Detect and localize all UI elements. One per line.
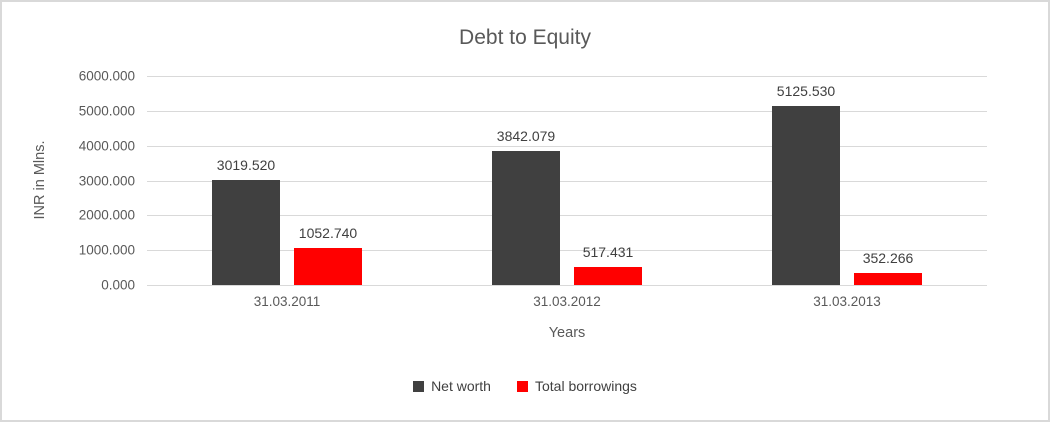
chart-title: Debt to Equity bbox=[459, 26, 591, 49]
bar-value-label: 1052.740 bbox=[298, 225, 358, 242]
bar-total-borrowings bbox=[294, 248, 362, 285]
x-tick-label: 31.03.2013 bbox=[813, 294, 881, 309]
y-tick-label: 3000.000 bbox=[78, 173, 135, 188]
x-tick-label: 31.03.2011 bbox=[253, 294, 321, 309]
x-tick-label: 31.03.2012 bbox=[533, 294, 601, 309]
bar-value-label: 3019.520 bbox=[216, 156, 276, 173]
x-axis: 31.03.2011 31.03.2012 31.03.2013 bbox=[147, 294, 987, 312]
x-axis-title: Years bbox=[548, 325, 586, 341]
gridline bbox=[147, 145, 987, 147]
y-tick-label: 2000.000 bbox=[78, 207, 135, 223]
legend-item-net-worth: Net worth bbox=[413, 378, 491, 394]
plot-area: 3019.520 3842.079 5125.530 1052.740 517.431 3… bbox=[147, 76, 987, 286]
y-tick-label: 0.000 bbox=[101, 277, 135, 293]
legend-swatch bbox=[516, 380, 528, 392]
bar-total-borrowings bbox=[574, 266, 642, 285]
bar-net-worth bbox=[772, 106, 840, 285]
bar-value-label: 3842.079 bbox=[496, 128, 556, 145]
legend-swatch bbox=[413, 380, 425, 392]
bar-value-label: 352.266 bbox=[862, 249, 914, 266]
gridline bbox=[147, 180, 987, 182]
gridline bbox=[147, 110, 987, 112]
bar-value-label: 517.431 bbox=[582, 243, 634, 260]
gridline bbox=[147, 285, 987, 286]
legend: Net worth Total borrowings bbox=[2, 378, 1048, 394]
y-tick-label: 5000.000 bbox=[78, 103, 135, 119]
legend-item-total-borrowings: Total borrowings bbox=[516, 378, 637, 394]
legend-label: Total borrowings bbox=[534, 378, 637, 394]
y-tick-label: 1000.000 bbox=[78, 242, 135, 258]
gridline bbox=[147, 250, 987, 252]
y-tick-label: 4000.000 bbox=[78, 138, 135, 154]
bar-net-worth bbox=[492, 151, 560, 285]
bar-value-label: 5125.530 bbox=[776, 83, 836, 100]
gridline bbox=[147, 76, 987, 77]
legend-label: Net worth bbox=[431, 378, 491, 394]
y-tick-label: 6000.000 bbox=[78, 68, 135, 84]
y-axis: 0.000 1000.000 2000.000 3000.000 4000.000 500… bbox=[2, 69, 135, 293]
gridline bbox=[147, 215, 987, 217]
bar-total-borrowings bbox=[854, 272, 922, 285]
bar-net-worth bbox=[212, 179, 280, 285]
